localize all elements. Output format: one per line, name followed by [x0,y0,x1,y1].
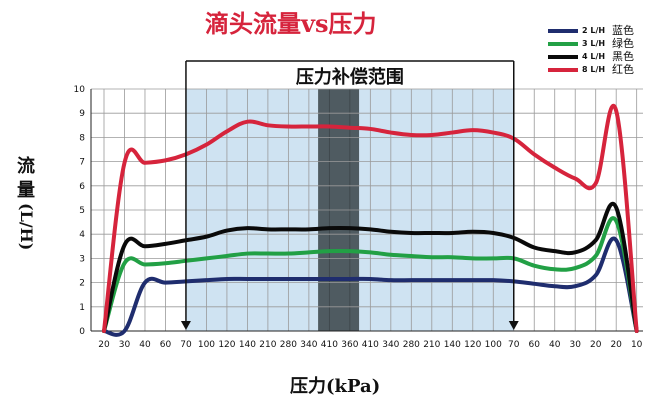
range-arrow-right [508,321,519,330]
x-tick-label: 140 [239,340,256,350]
y-tick-label: 3 [79,254,85,264]
y-axis-title: 流 量 (L/H) [14,155,38,250]
x-tick-label: 140 [444,340,461,350]
y-tick-label: 8 [79,133,85,143]
y-tick-label: 9 [79,109,85,119]
x-tick-label: 60 [529,340,541,350]
legend-swatch [548,54,578,59]
y-axis-title-line: 量 [17,180,35,201]
x-tick-label: 30 [119,340,131,350]
legend-unit: 3 L/H [582,39,606,48]
x-tick-label: 40 [549,340,561,350]
series-line-3lh [102,216,639,333]
x-tick-label: 30 [569,340,581,350]
legend-item-4lh: 4 L/H 黑色 [548,50,634,63]
legend-label: 绿色 [612,37,634,50]
x-tick-label: 70 [180,340,192,350]
x-tick-label: 280 [280,340,297,350]
legend-unit: 2 L/H [582,26,606,35]
series-line-2lh [102,236,639,337]
x-tick-label: 340 [300,340,317,350]
legend-item-2lh: 2 L/H 蓝色 [548,24,634,37]
y-tick-label: 5 [79,206,85,216]
y-tick-label: 10 [74,85,86,95]
x-tick-label: 70 [508,340,520,350]
y-tick-label: 6 [79,182,85,192]
x-tick-label: 20 [590,340,602,350]
series-line-4lh [102,202,639,333]
x-tick-label: 360 [341,340,358,350]
x-tick-label: 340 [382,340,399,350]
legend-item-3lh: 3 L/H 绿色 [548,37,634,50]
range-arrow-left [180,321,191,330]
x-tick-label: 20 [98,340,110,350]
x-tick-label: 410 [321,340,338,350]
legend-unit: 4 L/H [582,52,606,61]
legend-unit: 8 L/H [582,65,606,74]
y-tick-label: 2 [79,279,85,289]
chart-title: 滴头流量vs压力 [205,9,377,38]
x-tick-label: 410 [362,340,379,350]
x-tick-label: 100 [485,340,502,350]
legend: 2 L/H 蓝色 3 L/H 绿色 4 L/H 黑色 8 L/H 红色 [548,24,634,76]
y-axis-title-line: 流 [17,156,35,177]
y-tick-label: 7 [79,158,85,168]
x-axis-title: 压力(kPa) [290,376,381,397]
x-tick-label: 280 [403,340,420,350]
x-tick-label: 210 [423,340,440,350]
legend-item-8lh: 8 L/H 红色 [548,63,634,76]
legend-label: 红色 [612,63,634,76]
legend-swatch [548,41,578,46]
x-tick-label: 40 [139,340,151,350]
compensation-range-label: 压力补偿范围 [296,66,404,88]
x-tick-label: 60 [160,340,172,350]
x-tick-label: 120 [218,340,235,350]
x-tick-label: 10 [631,340,643,350]
x-tick-label: 210 [259,340,276,350]
legend-swatch [548,28,578,33]
y-tick-label: 0 [79,327,85,337]
x-tick-label: 100 [198,340,215,350]
x-tick-label: 120 [464,340,481,350]
legend-swatch [548,67,578,72]
legend-label: 蓝色 [612,24,634,37]
y-tick-label: 1 [79,303,85,313]
y-tick-label: 4 [79,230,85,240]
legend-label: 黑色 [612,50,634,63]
x-tick-label: 20 [610,340,622,350]
y-axis-title-unit: (L/H) [17,203,36,251]
